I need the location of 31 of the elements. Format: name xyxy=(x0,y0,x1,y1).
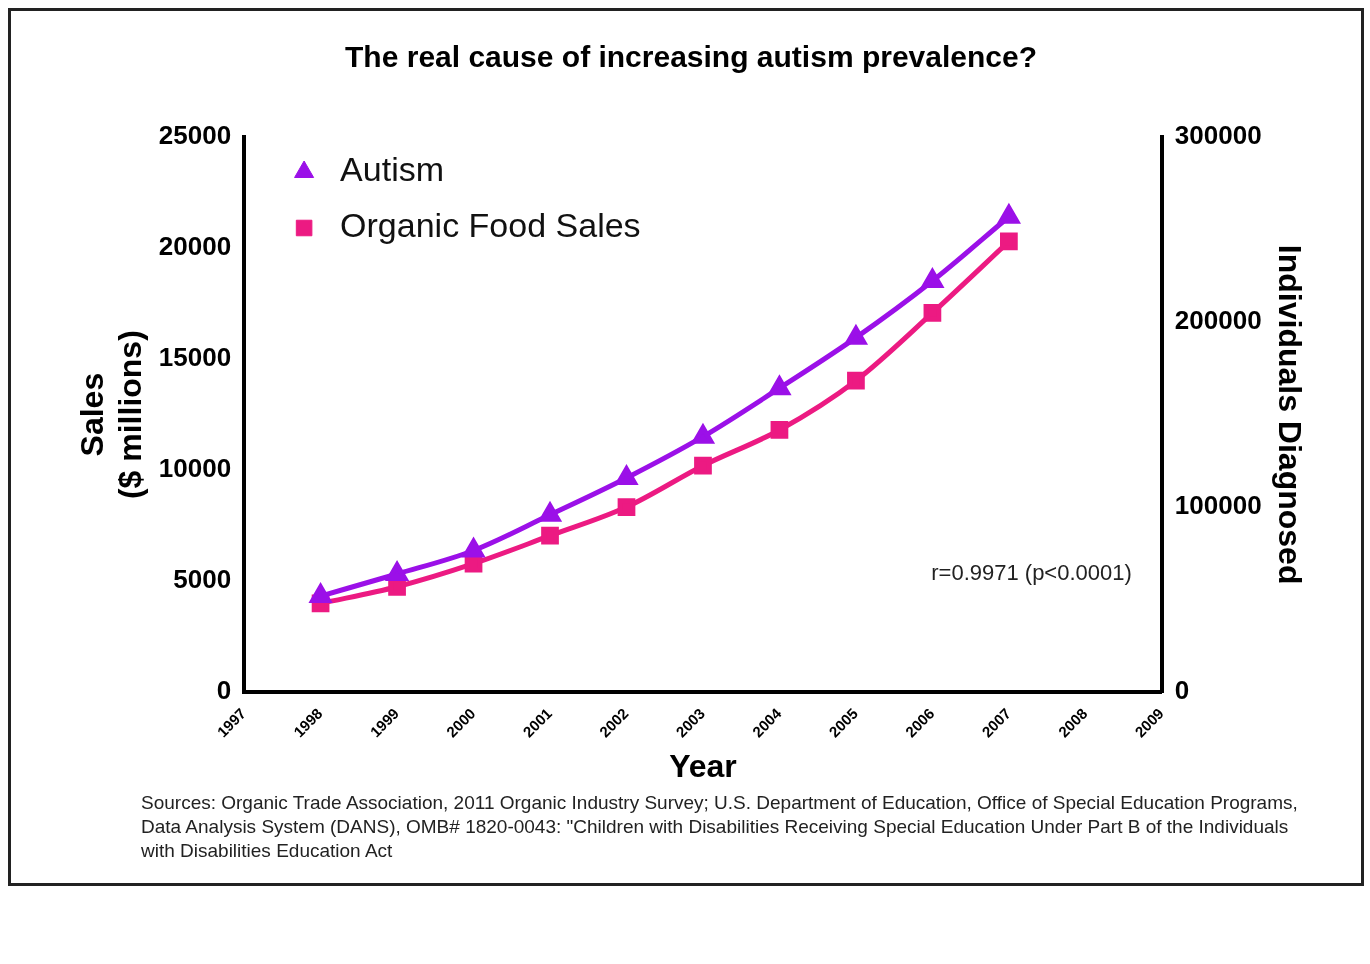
y-axis-title: Sales ($ millions) xyxy=(74,330,149,500)
y-tick-label: 10000 xyxy=(158,453,232,484)
y2-axis-title: Individuals Diagnosed xyxy=(1271,244,1308,585)
y-tick-label: 5000 xyxy=(173,564,232,595)
y2-tick-label: 100000 xyxy=(1174,490,1262,521)
point xyxy=(308,582,333,604)
chart-title: The real cause of increasing autism prevalence? xyxy=(345,40,1037,74)
x-axis-title: Year xyxy=(669,747,737,784)
y-tick-label: 15000 xyxy=(158,342,232,373)
y2-tick-label: 300000 xyxy=(1174,120,1262,151)
point xyxy=(768,374,792,396)
y2-tick-label: 0 xyxy=(1174,675,1190,706)
point xyxy=(1000,232,1018,251)
point xyxy=(847,371,865,390)
point xyxy=(923,304,942,322)
legend-label: Organic Food Sales xyxy=(340,206,641,245)
point xyxy=(616,466,637,485)
point xyxy=(541,526,559,545)
point xyxy=(617,498,636,516)
y-tick-label: 20000 xyxy=(158,231,232,262)
point xyxy=(386,562,408,581)
point xyxy=(770,421,789,439)
y-tick-label: 0 xyxy=(216,675,232,706)
point xyxy=(461,536,486,558)
legend-label: Autism xyxy=(340,150,445,189)
point xyxy=(694,456,712,475)
y2-tick-label: 200000 xyxy=(1174,305,1262,336)
source-note: Sources: Organic Trade Association, 2011 Organic Industry Survey; U.S. Department of Education, Office of Special Education Programs, Data Analysis System (DANS), OMB# 1820-0043: "Children with Disabilities Receiving Special Education Under Part B of the Individuals with Disabilities Education Act xyxy=(141,791,1299,863)
annotation: r=0.9971 (p<0.0001) xyxy=(931,560,1132,586)
y-tick-label: 25000 xyxy=(158,120,232,151)
point xyxy=(922,269,943,288)
